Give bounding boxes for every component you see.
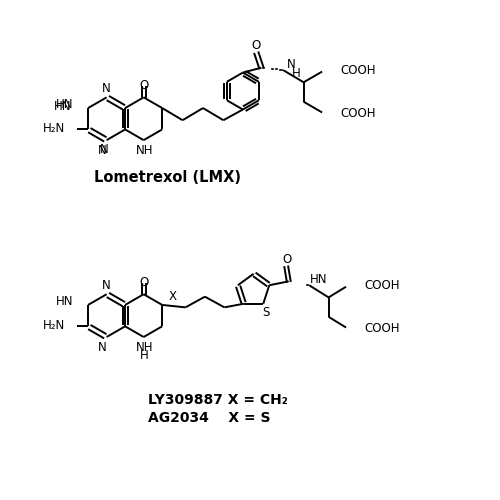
- Text: HN: HN: [56, 294, 74, 308]
- Text: O: O: [139, 276, 148, 288]
- Text: LY309887 X = CH₂: LY309887 X = CH₂: [148, 392, 288, 406]
- Text: H: H: [140, 349, 149, 362]
- Text: NH: NH: [136, 341, 154, 354]
- Text: Lometrexol (LMX): Lometrexol (LMX): [94, 170, 241, 184]
- Text: N: N: [102, 82, 111, 95]
- Text: COOH: COOH: [340, 107, 376, 120]
- Text: H₂N: H₂N: [42, 319, 64, 332]
- Text: HN: HN: [54, 100, 71, 113]
- Text: HN: HN: [310, 273, 328, 286]
- Text: N: N: [286, 58, 296, 71]
- Text: COOH: COOH: [364, 322, 400, 335]
- Text: O: O: [252, 40, 261, 52]
- Text: N: N: [98, 341, 107, 354]
- Text: X: X: [169, 290, 177, 302]
- Text: HN: HN: [56, 98, 74, 110]
- Text: O: O: [139, 78, 148, 92]
- Text: H₂N: H₂N: [42, 122, 64, 135]
- Text: COOH: COOH: [364, 279, 400, 292]
- Text: S: S: [262, 306, 270, 319]
- Text: NH: NH: [136, 144, 154, 158]
- Text: N: N: [98, 144, 107, 158]
- Text: COOH: COOH: [340, 64, 376, 77]
- Text: AG2034    X = S: AG2034 X = S: [148, 410, 270, 424]
- Text: H: H: [292, 67, 300, 80]
- Text: O: O: [282, 254, 292, 266]
- Text: N: N: [102, 279, 111, 292]
- Text: N: N: [100, 144, 108, 156]
